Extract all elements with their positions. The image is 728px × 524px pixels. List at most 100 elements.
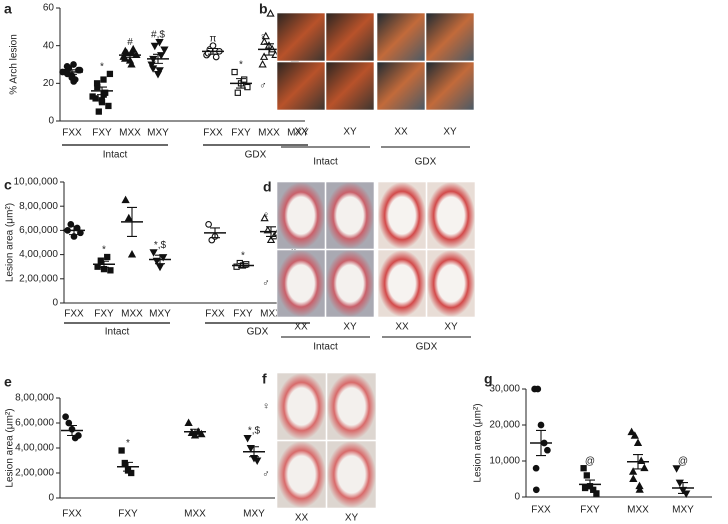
column-label: XY	[443, 127, 457, 138]
point	[121, 195, 130, 204]
point	[128, 469, 135, 477]
annotation: *,$	[154, 240, 167, 251]
point	[97, 257, 104, 264]
x-tick-label: FXY	[580, 505, 600, 516]
photo	[276, 372, 327, 441]
x-tick-label: FXX	[62, 128, 82, 139]
point	[261, 31, 270, 40]
error-bar	[123, 461, 133, 472]
error-bar	[585, 479, 595, 490]
error-bar	[633, 453, 643, 470]
y-tick-label: 20,000	[489, 420, 520, 431]
error-bar	[266, 226, 276, 237]
column-label: XX	[295, 513, 309, 524]
point	[234, 89, 241, 96]
photo	[376, 12, 426, 62]
point	[160, 46, 169, 54]
error-bar	[264, 43, 274, 56]
sex-symbol: ♀	[262, 210, 270, 221]
point	[627, 427, 636, 436]
point	[593, 490, 600, 497]
column-label: XX	[294, 127, 308, 138]
point	[266, 9, 275, 17]
point	[118, 447, 125, 454]
x-tick-label: FXY	[92, 128, 112, 139]
x-tick-label: MXX	[260, 309, 282, 320]
error-bar	[208, 47, 218, 55]
point	[212, 53, 220, 61]
panel-letter: d	[263, 179, 272, 195]
sex-symbol: ♂	[262, 469, 270, 480]
point	[672, 465, 681, 473]
point	[630, 431, 639, 439]
error-bar	[97, 86, 107, 96]
point	[590, 486, 597, 493]
y-tick-label: 0	[48, 116, 54, 127]
column-label: XY	[345, 513, 359, 524]
annotation: *,$	[248, 426, 261, 437]
point	[127, 250, 137, 258]
x-tick-label: MXX	[119, 128, 141, 139]
point	[89, 93, 96, 100]
sex-symbol: ♂	[259, 81, 267, 92]
point	[583, 472, 590, 479]
x-tick-label: MXY	[672, 505, 694, 516]
point	[105, 102, 112, 110]
point	[155, 67, 164, 75]
point	[159, 254, 168, 262]
point	[231, 68, 238, 76]
point	[637, 456, 646, 464]
annotation: *	[102, 245, 106, 256]
group-label: GDX	[415, 157, 437, 168]
point	[544, 446, 551, 454]
point	[121, 459, 128, 467]
annotation: *	[126, 438, 130, 449]
photo	[326, 372, 377, 441]
y-tick-label: 10,000	[489, 456, 520, 467]
panel-letter: f	[262, 371, 267, 387]
error-bar	[536, 429, 546, 457]
point	[148, 65, 158, 73]
point	[205, 221, 212, 228]
y-tick-label: 0	[52, 298, 58, 309]
point	[260, 213, 269, 222]
point	[155, 263, 165, 272]
x-tick-label: MXY	[147, 128, 169, 139]
y-tick-label: 4,00,000	[19, 249, 58, 260]
x-tick-label: FXX	[64, 309, 84, 320]
x-tick-label: FXX	[203, 128, 223, 139]
column-label: XY	[343, 127, 357, 138]
point	[184, 418, 193, 426]
error-bar	[210, 227, 220, 239]
column-label: XX	[394, 127, 408, 138]
photo	[425, 12, 475, 62]
point	[628, 467, 638, 475]
group-label: Intact	[103, 150, 128, 161]
error-bar	[153, 53, 163, 64]
point	[537, 421, 545, 429]
point	[244, 83, 251, 91]
x-tick-label: MXY	[149, 309, 171, 320]
photo	[425, 61, 475, 111]
x-tick-label: FXY	[94, 309, 114, 320]
y-tick-label: 4,00,000	[15, 443, 54, 454]
y-tick-label: 6,00,000	[19, 225, 58, 236]
point	[258, 59, 267, 68]
photo	[325, 181, 375, 250]
point	[107, 267, 114, 274]
error-bar	[125, 52, 135, 58]
point	[266, 235, 276, 244]
point	[106, 70, 114, 78]
x-tick-label: MXX	[627, 505, 649, 516]
point	[120, 54, 130, 62]
error-bar	[238, 263, 248, 268]
annotation: #	[127, 37, 133, 48]
sex-symbol: ♀	[259, 32, 267, 43]
column-label: XX	[294, 322, 308, 333]
group-label: Intact	[313, 157, 338, 168]
point	[127, 59, 136, 68]
x-tick-label: MXX	[258, 128, 280, 139]
x-tick-label: FXX	[62, 509, 82, 520]
annotation: *	[239, 60, 243, 71]
y-tick-label: 2,00,000	[15, 468, 54, 479]
